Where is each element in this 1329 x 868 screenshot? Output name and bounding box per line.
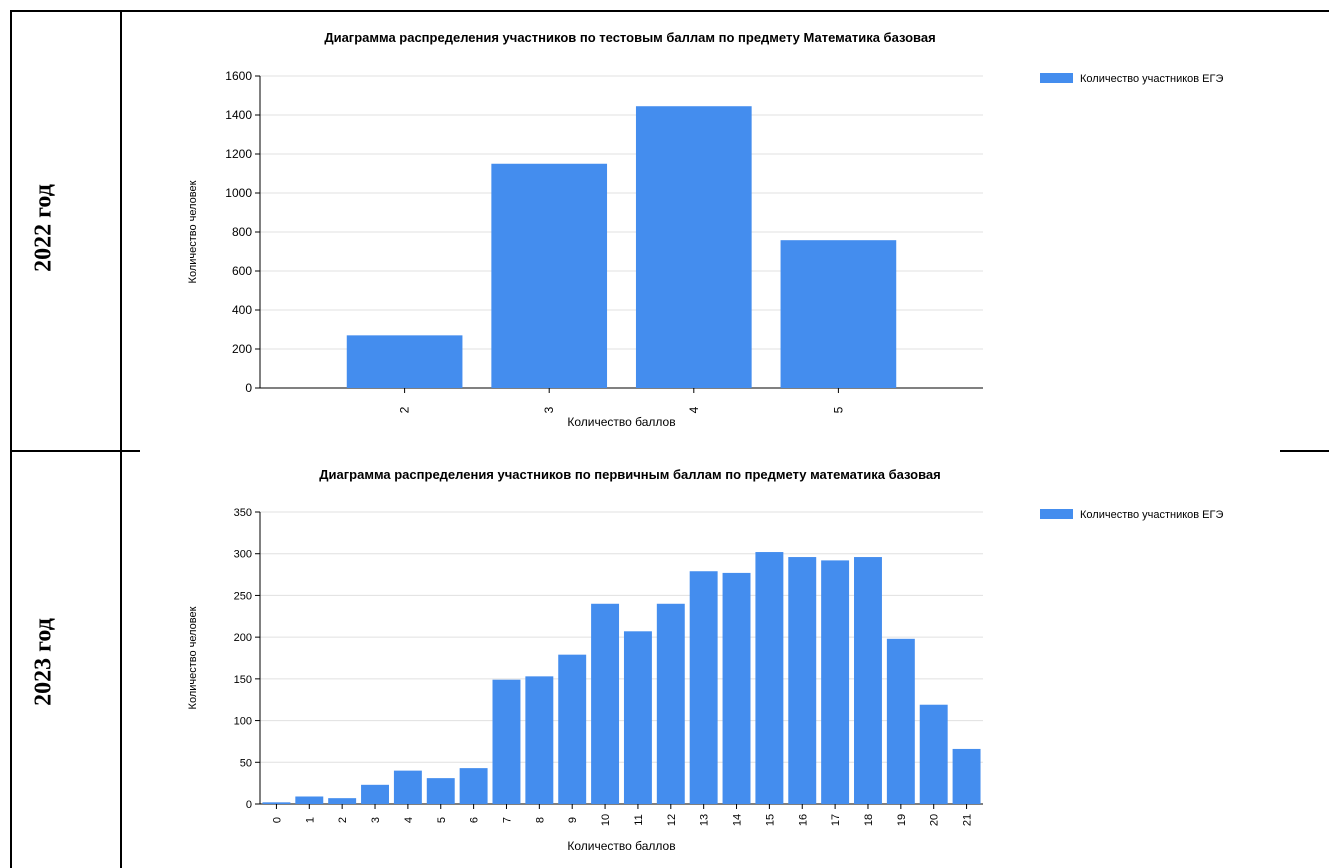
y-tick-label: 600 (232, 264, 252, 278)
x-tick-label: 17 (830, 814, 842, 826)
x-tick-label: 8 (534, 817, 546, 823)
x-tick-label: 7 (501, 817, 513, 823)
y-tick-label: 250 (234, 590, 252, 602)
legend-swatch (1040, 73, 1073, 83)
x-tick-label: 3 (542, 406, 556, 413)
x-tick-label: 15 (764, 814, 776, 826)
y-tick-label: 0 (246, 799, 252, 811)
x-tick-label: 18 (863, 814, 875, 826)
bar (886, 638, 915, 804)
bar (459, 768, 488, 804)
y-tick-label: 100 (234, 716, 252, 728)
x-tick-label: 13 (699, 814, 711, 826)
bar (558, 654, 587, 804)
x-tick-label: 21 (962, 814, 974, 826)
bar (821, 560, 850, 804)
table-border-top (10, 10, 1329, 12)
x-tick-label: 10 (600, 814, 612, 826)
bar (492, 679, 521, 804)
chart-0: 0 200 400 600 800 1000 1200 1400 1600 2 3 4 5 Количес… (187, 69, 1223, 429)
column-divider (120, 10, 122, 868)
bar (262, 802, 291, 804)
legend-label: Количество участников ЕГЭ (1080, 509, 1223, 521)
x-tick-label: 4 (403, 817, 415, 823)
x-tick-label: 19 (896, 814, 908, 826)
y-axis-title: Количество человек (187, 606, 199, 709)
bar (295, 796, 324, 804)
y-tick-label: 1600 (225, 69, 252, 83)
bar (525, 676, 554, 804)
bar (393, 770, 422, 804)
x-tick-label: 5 (436, 817, 448, 823)
bar (919, 704, 948, 804)
x-axis-title: Количество баллов (567, 839, 675, 853)
chart-title-2023: Диаграмма распределения участников по пе… (319, 467, 941, 482)
bar (952, 748, 981, 804)
y-tick-label: 300 (234, 549, 252, 561)
bar (591, 603, 620, 804)
x-tick-label: 4 (687, 406, 701, 413)
bar (328, 798, 357, 804)
row-divider-right (1280, 450, 1329, 452)
x-tick-label: 11 (633, 814, 645, 825)
x-tick-label: 12 (666, 814, 678, 826)
bar (426, 778, 455, 804)
legend-label: Количество участников ЕГЭ (1080, 73, 1223, 85)
y-tick-label: 1000 (225, 186, 252, 200)
x-tick-label: 5 (831, 406, 845, 413)
x-tick-label: 6 (469, 817, 481, 823)
bar (346, 335, 463, 388)
y-tick-label: 50 (240, 757, 252, 769)
bar (623, 631, 652, 804)
x-tick-label: 9 (567, 817, 579, 823)
x-tick-label: 20 (929, 814, 941, 826)
y-tick-label: 1400 (225, 108, 252, 122)
y-tick-label: 400 (232, 303, 252, 317)
bar (788, 557, 817, 804)
y-tick-label: 200 (234, 632, 252, 644)
y-tick-label: 1200 (225, 147, 252, 161)
bar (361, 784, 389, 804)
bar (722, 572, 751, 804)
y-tick-label: 200 (232, 342, 252, 356)
bar (635, 106, 752, 388)
bar (491, 163, 608, 388)
x-tick-label: 3 (370, 817, 382, 823)
y-tick-label: 0 (245, 381, 252, 395)
bar (854, 557, 882, 804)
legend-swatch (1040, 509, 1073, 519)
chart-title-2022: Диаграмма распределения участников по те… (324, 30, 936, 45)
bar (689, 571, 718, 804)
x-tick-label: 1 (304, 817, 316, 823)
x-tick-label: 2 (398, 406, 412, 413)
x-tick-label: 0 (271, 817, 283, 823)
x-tick-label: 2 (337, 817, 349, 823)
bar (656, 603, 685, 804)
bar (780, 240, 897, 388)
y-tick-label: 150 (234, 674, 252, 686)
x-tick-label: 16 (797, 814, 809, 826)
x-tick-label: 14 (732, 814, 744, 826)
y-axis-title: Количество человек (187, 180, 199, 283)
y-tick-label: 800 (232, 225, 252, 239)
y-tick-label: 350 (234, 507, 252, 519)
bar (755, 552, 784, 804)
x-axis-title: Количество баллов (567, 415, 675, 429)
row-divider-left (10, 450, 140, 452)
table-border-left (10, 10, 12, 868)
